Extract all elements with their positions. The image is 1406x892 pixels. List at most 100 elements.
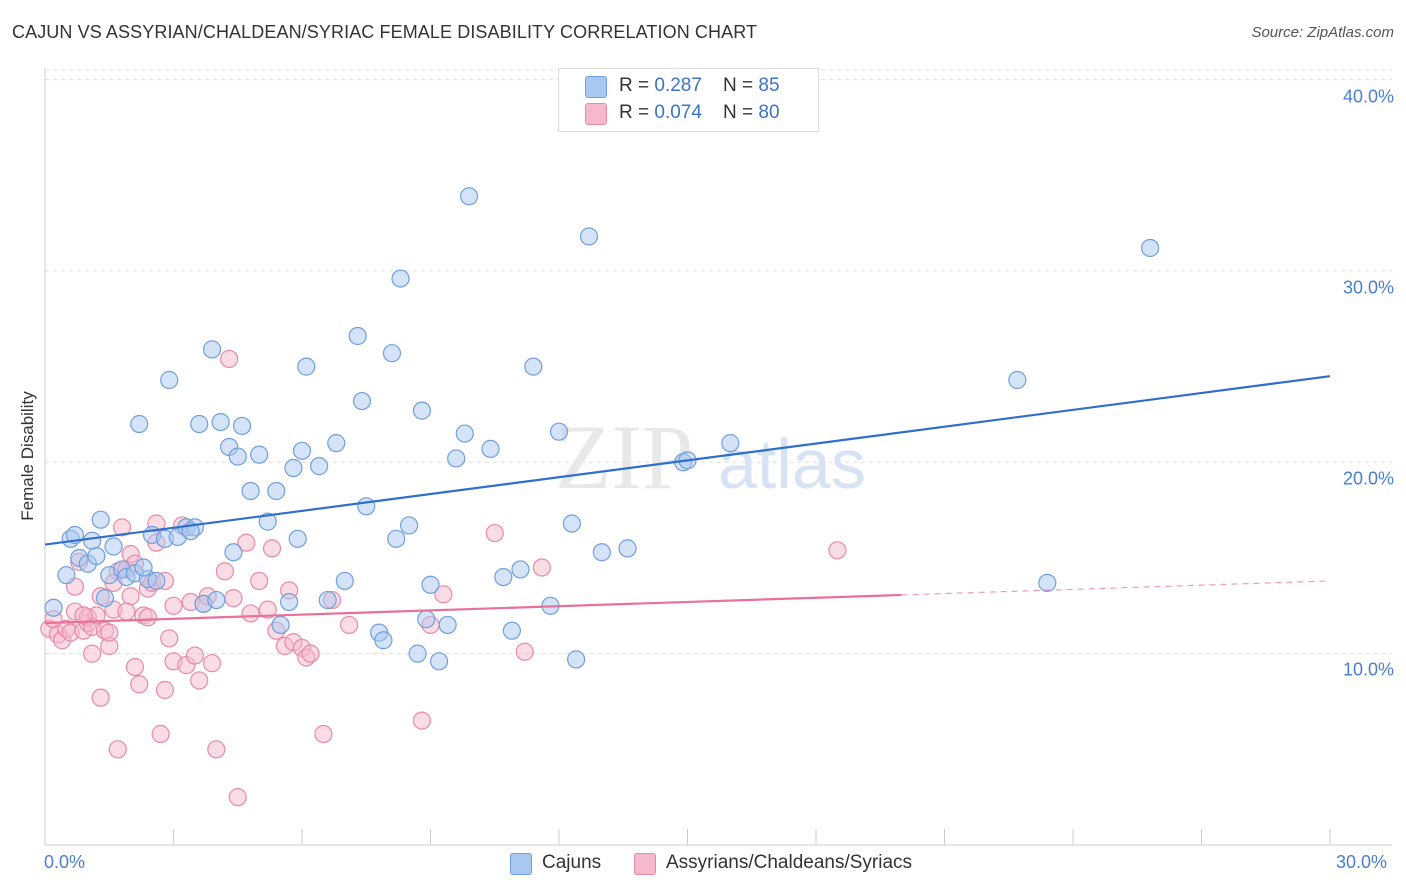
pink-point [117, 602, 136, 621]
legend-n-value: 80 [758, 102, 780, 123]
pink-point [121, 587, 140, 606]
blue-point [280, 592, 299, 612]
blue-point [95, 589, 115, 608]
pink-point [91, 688, 110, 707]
blue-point [250, 445, 269, 464]
bottom-legend-label: Assyrians/Chaldeans/Syriacs [666, 852, 913, 873]
pink-point [215, 562, 234, 581]
legend-r-value: 0.074 [654, 102, 702, 123]
blue-point [387, 529, 406, 548]
blue-point [438, 615, 457, 635]
pink-point [828, 541, 847, 560]
blue-point [1008, 370, 1027, 390]
blue-point [297, 357, 316, 376]
blue-point [459, 187, 479, 206]
blue-point [202, 340, 222, 359]
pink-point [220, 349, 239, 369]
blue-point [567, 650, 586, 669]
pink-point [160, 629, 179, 648]
blue-point [494, 567, 513, 587]
pink-point [301, 644, 320, 663]
pink-point [202, 654, 222, 673]
source-label: Source: ZipAtlas.com [1251, 24, 1394, 41]
blue-point [455, 424, 474, 443]
x-tick-label-min: 0.0% [44, 852, 86, 872]
blue-point [549, 422, 569, 441]
legend-n-value: 85 [758, 75, 780, 96]
blue-point [524, 357, 543, 376]
legend-text: R = 0.287 N = 85 [619, 75, 780, 97]
bottom-legend-swatch-pink [634, 853, 656, 875]
blue-point [335, 571, 354, 591]
pink-point [250, 571, 269, 591]
blue-point [267, 481, 286, 501]
y-tick-label-30: 30.0% [1342, 277, 1394, 298]
pink-point [532, 558, 551, 577]
blue-point [391, 269, 410, 288]
pink-point [155, 680, 175, 700]
blue-point [91, 510, 110, 529]
blue-point [224, 543, 243, 562]
pink-point [125, 657, 145, 677]
x-tick-label-max: 30.0% [1336, 852, 1388, 872]
y-tick-label-10: 10.0% [1342, 659, 1394, 680]
watermark: ZIP atlas [555, 406, 866, 508]
blue-point [284, 458, 303, 478]
pink-point [515, 642, 534, 661]
blue-point [429, 652, 449, 671]
blue-point [502, 621, 521, 640]
pink-point [237, 533, 256, 552]
blue-point [207, 590, 226, 610]
pink-point [151, 724, 170, 744]
blue-point [44, 598, 63, 617]
pink-point [434, 585, 453, 604]
pink-point [138, 608, 157, 627]
blue-point [160, 370, 179, 390]
blue-point [190, 414, 209, 434]
blue-point [382, 344, 402, 363]
blue-point [104, 537, 123, 556]
blue-point [408, 644, 427, 663]
blue-point [481, 439, 500, 458]
blue-point [447, 449, 466, 468]
gridlines [45, 69, 1392, 655]
legend-text: R = 0.074 N = 80 [619, 102, 780, 124]
pink-point [340, 615, 359, 635]
pink-point [83, 644, 102, 663]
legend: R = 0.287 N = 85 R = 0.074 N = 80 [558, 68, 819, 132]
pink-point [258, 600, 277, 619]
pink-point [412, 711, 432, 730]
blue-point [318, 590, 337, 610]
blue-point [258, 512, 277, 531]
blue-point [271, 615, 290, 635]
bottom-legend-label: Cajuns [542, 852, 602, 873]
blue-point [211, 412, 230, 432]
blue-point [412, 401, 432, 420]
blue-point [288, 529, 307, 548]
pink-point [185, 646, 205, 665]
legend-r-label: R = [619, 102, 655, 123]
blue-point [232, 416, 252, 436]
blue-point [592, 543, 611, 562]
blue-point [130, 414, 149, 434]
blue-point [310, 457, 329, 476]
blue-point [421, 575, 440, 594]
blue-point [618, 539, 637, 558]
blue-point [83, 531, 102, 550]
pink-point [224, 589, 243, 608]
blue-point [357, 497, 376, 516]
pink-point [314, 724, 333, 744]
blue-point [348, 326, 367, 346]
chart-title: CAJUN VS ASSYRIAN/CHALDEAN/SYRIAC FEMALE… [12, 22, 758, 42]
blue-point [147, 571, 166, 591]
legend-swatch-pink [585, 103, 607, 125]
blue-point [87, 546, 106, 566]
pink-point [112, 518, 132, 537]
blue-point [327, 434, 346, 453]
pink-point [485, 523, 504, 543]
pink-point [190, 671, 209, 690]
blue-point [292, 441, 312, 460]
y-tick-label-20: 20.0% [1342, 468, 1394, 489]
blue-point [134, 558, 153, 577]
